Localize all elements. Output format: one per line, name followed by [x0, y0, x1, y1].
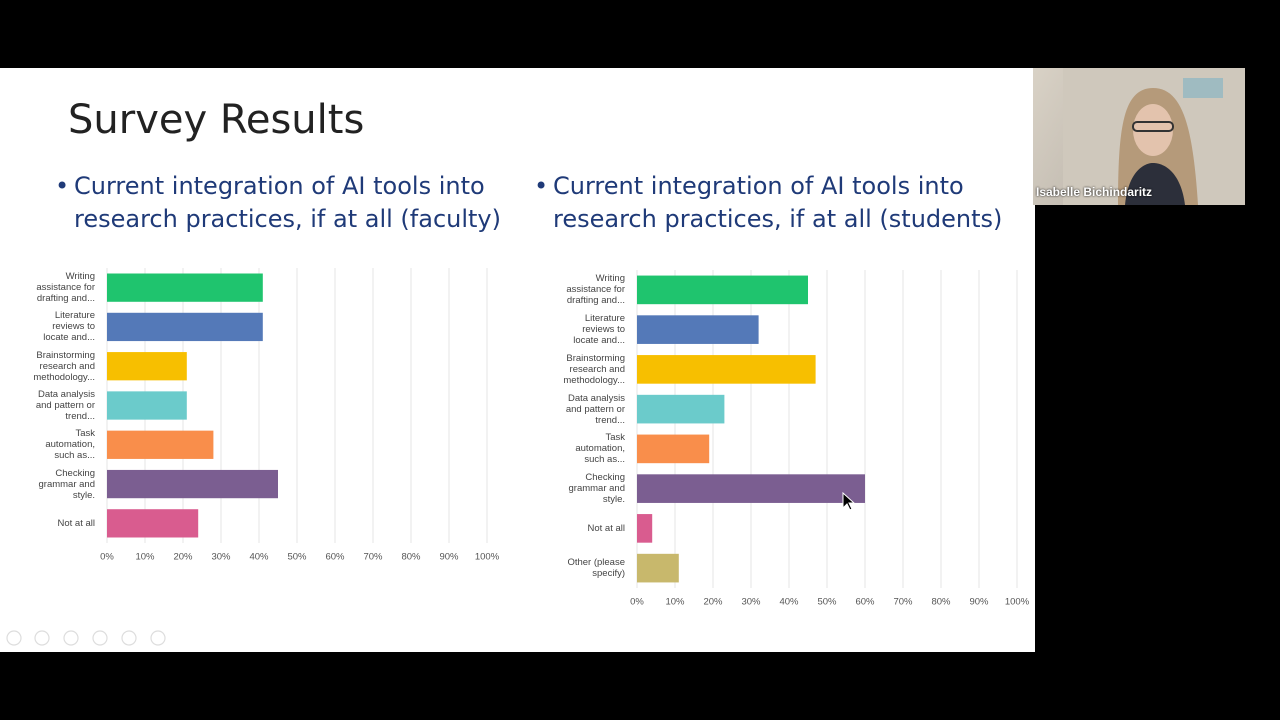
bar — [637, 434, 710, 464]
category-text: Writing assistance for drafting and... — [36, 271, 95, 305]
category-text: Checking grammar and style. — [38, 467, 96, 501]
y-tick-label: Task automation, such as... — [555, 429, 625, 469]
x-tick-label: 50% — [287, 552, 307, 563]
x-tick-label: 30% — [211, 552, 231, 563]
y-tick-label: Not at all — [555, 509, 626, 549]
y-tick-label: Other (please specify) — [555, 548, 625, 588]
y-tick-label: Literature reviews to locate and... — [555, 310, 625, 350]
x-tick-label: 0% — [100, 552, 114, 563]
bar — [107, 352, 187, 381]
category-text: Task automation, such as... — [575, 432, 625, 466]
category-text: Brainstorming research and methodology..… — [563, 352, 625, 386]
x-tick-label: 100% — [475, 552, 500, 563]
category-text: Literature reviews to locate and... — [573, 313, 625, 347]
x-tick-label: 10% — [665, 597, 685, 608]
y-tick-label: Writing assistance for drafting and... — [25, 268, 95, 307]
category-text: Brainstorming research and methodology..… — [33, 349, 95, 383]
x-tick-label: 60% — [325, 552, 345, 563]
participant-silhouette — [1063, 68, 1245, 205]
slide-title: Survey Results — [68, 97, 365, 143]
x-tick-label: 20% — [173, 552, 193, 563]
bar — [637, 394, 725, 424]
bar — [107, 509, 199, 538]
bar — [107, 430, 214, 459]
category-text: Not at all — [57, 517, 96, 529]
bar — [107, 273, 263, 302]
y-tick-label: Task automation, such as... — [25, 425, 95, 464]
y-tick-label: Brainstorming research and methodology..… — [25, 347, 95, 386]
x-tick-label: 80% — [401, 552, 421, 563]
x-tick-label: 10% — [135, 552, 155, 563]
y-tick-label: Checking grammar and style. — [555, 469, 626, 509]
bar — [637, 275, 808, 305]
category-text: Checking grammar and style. — [568, 472, 626, 506]
x-tick-label: 40% — [249, 552, 269, 563]
bullet: Current integration of AI tools into res… — [534, 170, 1033, 236]
cursor — [842, 491, 856, 511]
x-tick-label: 90% — [969, 597, 989, 608]
bar — [637, 553, 679, 583]
category-text: Other (please specify) — [567, 557, 625, 580]
x-tick-label: 0% — [630, 597, 644, 608]
x-tick-label: 60% — [855, 597, 875, 608]
bar — [637, 355, 816, 384]
participant-name: Isabelle Bichindaritz — [1036, 185, 1153, 199]
y-tick-label: Writing assistance for drafting and... — [555, 270, 625, 310]
x-tick-label: 70% — [893, 597, 913, 608]
bar — [637, 514, 653, 543]
x-tick-label: 30% — [741, 597, 761, 608]
bullet: Current integration of AI tools into res… — [55, 170, 524, 236]
category-text: Not at all — [587, 522, 626, 534]
x-tick-label: 70% — [363, 552, 383, 563]
category-text: Literature reviews to locate and... — [43, 310, 95, 344]
y-tick-label: Literature reviews to locate and... — [25, 307, 95, 346]
y-tick-label: Checking grammar and style. — [25, 464, 96, 503]
category-text: Data analysis and pattern or trend... — [565, 392, 625, 426]
x-tick-label: 50% — [817, 597, 837, 608]
bar — [107, 391, 187, 420]
x-tick-label: 20% — [703, 597, 723, 608]
x-tick-label: 40% — [779, 597, 799, 608]
y-tick-label: Data analysis and pattern or trend... — [25, 386, 95, 425]
bar — [107, 469, 278, 499]
bar — [637, 474, 865, 503]
x-tick-label: 90% — [439, 552, 459, 563]
x-tick-label: 80% — [931, 597, 951, 608]
slide-toolbar[interactable] — [4, 628, 174, 648]
bar — [637, 315, 759, 344]
y-tick-label: Brainstorming research and methodology..… — [555, 350, 625, 390]
bar — [107, 312, 263, 342]
category-text: Writing assistance for drafting and... — [566, 273, 625, 307]
participant-video[interactable] — [1033, 68, 1245, 205]
y-tick-label: Not at all — [25, 504, 96, 543]
category-text: Data analysis and pattern or trend... — [35, 388, 95, 422]
y-tick-label: Data analysis and pattern or trend... — [555, 389, 625, 429]
category-text: Task automation, such as... — [45, 428, 95, 462]
x-tick-label: 100% — [1005, 597, 1030, 608]
